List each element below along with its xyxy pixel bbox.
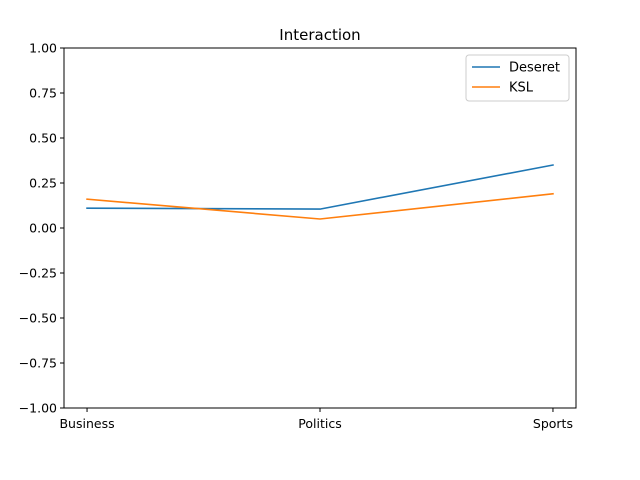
x-tick-label: Sports bbox=[533, 416, 573, 431]
chart-title: Interaction bbox=[279, 26, 360, 44]
plot-frame bbox=[63, 47, 577, 409]
series-line-deseret bbox=[86, 164, 554, 210]
y-tick-label: 1.00 bbox=[29, 41, 57, 56]
y-tick-label: 0.50 bbox=[29, 131, 57, 146]
y-tick-label: −0.75 bbox=[19, 356, 57, 371]
y-tick-label: 0.75 bbox=[29, 86, 57, 101]
legend-label: KSL bbox=[509, 81, 534, 96]
y-tick-label: −1.00 bbox=[19, 401, 57, 416]
y-tick-label: −0.25 bbox=[19, 266, 57, 281]
legend-label: Deseret bbox=[509, 61, 560, 76]
legend: Deseret KSL bbox=[465, 54, 570, 102]
y-tick-label: 0.25 bbox=[29, 176, 57, 191]
x-tick-label: Politics bbox=[298, 416, 341, 431]
y-tick-label: 0.00 bbox=[29, 221, 57, 236]
y-tick-label: −0.50 bbox=[19, 311, 57, 326]
x-tick-label: Business bbox=[59, 416, 114, 431]
plot-marks bbox=[86, 164, 554, 220]
series-line-ksl bbox=[86, 192, 554, 220]
axes: Business Politics Sports −1.00 −0.75 −0.50 −0.… bbox=[19, 41, 573, 432]
